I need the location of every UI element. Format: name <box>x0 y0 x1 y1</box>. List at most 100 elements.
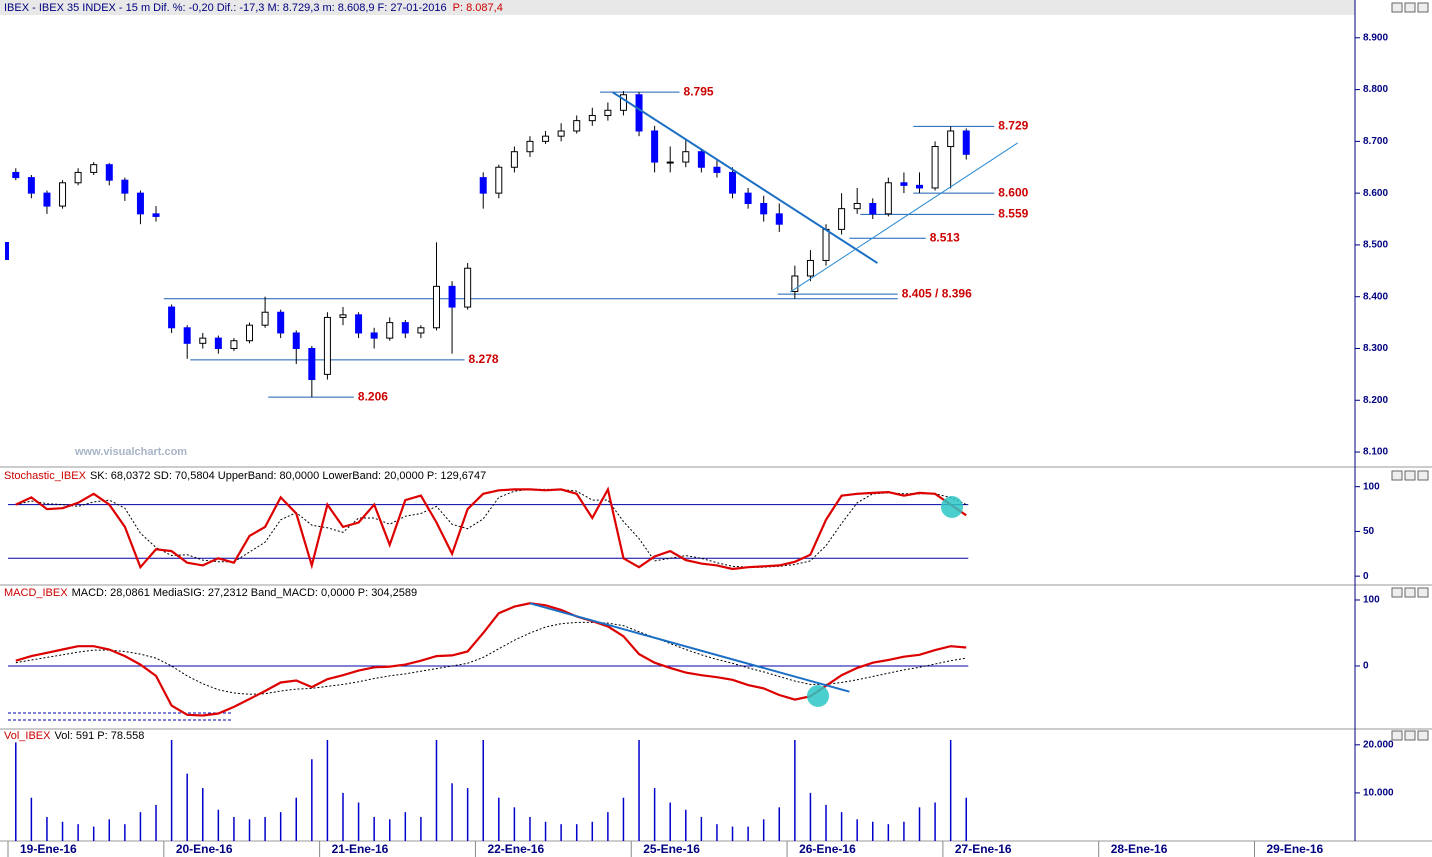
candle-body <box>713 166 721 173</box>
macd-name: MACD_IBEX <box>4 587 68 599</box>
candle-body <box>386 322 394 339</box>
candle-body <box>947 130 955 148</box>
y-tick-label: 8.600 <box>1363 188 1388 199</box>
y-tick-label: 20.000 <box>1363 739 1394 750</box>
button[interactable] <box>1391 587 1403 598</box>
candle-body <box>651 130 659 163</box>
header: IBEX - IBEX 35 INDEX - 15 m Dif. %: -0,2… <box>4 2 503 14</box>
candle-body <box>339 314 347 318</box>
x-tick-label: 25-Ene-16 <box>643 842 700 856</box>
button[interactable] <box>1404 587 1416 598</box>
button[interactable] <box>1417 2 1429 13</box>
candle-body <box>432 285 440 329</box>
candle-body <box>791 275 799 293</box>
level-label: 8.405 / 8.396 <box>902 286 972 300</box>
y-tick-label: 8.300 <box>1363 343 1388 354</box>
candle-body <box>619 94 627 111</box>
x-tick-label: 27-Ene-16 <box>955 842 1012 856</box>
trend-line <box>789 142 1018 293</box>
level-label: 8.559 <box>998 207 1028 221</box>
y-tick-label: 0 <box>1363 661 1369 672</box>
button[interactable] <box>1391 2 1403 13</box>
candle-body <box>775 213 783 225</box>
vol-header: Vol_IBEX Vol: 591 P: 78.558 <box>4 730 144 742</box>
candle-body <box>573 120 581 132</box>
header-bar <box>0 0 1355 15</box>
macd-info: MACD: 28,0861 MediaSIG: 27,2312 Band_MAC… <box>72 587 418 599</box>
candle-body <box>417 327 425 334</box>
candle-body <box>152 213 160 217</box>
candle-body <box>12 171 20 179</box>
candle-body <box>604 109 612 116</box>
x-tick-label: 29-Ene-16 <box>1267 842 1324 856</box>
vol-name: Vol_IBEX <box>4 730 51 742</box>
x-tick-label: 21-Ene-16 <box>332 842 389 856</box>
vol-info: Vol: 591 P: 78.558 <box>54 730 144 742</box>
level-label: 8.206 <box>358 389 388 403</box>
trend-line <box>612 91 878 264</box>
y-tick-label: 8.700 <box>1363 136 1388 147</box>
candle-body <box>869 202 877 215</box>
candle-body <box>884 182 892 215</box>
button[interactable] <box>1391 470 1403 481</box>
candle-body <box>214 337 222 349</box>
button[interactable] <box>1417 470 1429 481</box>
button[interactable] <box>1417 730 1429 741</box>
x-tick-label: 22-Ene-16 <box>487 842 544 856</box>
candle-body <box>199 337 207 344</box>
candle-body <box>168 306 176 329</box>
candle-body <box>401 322 409 334</box>
candle-body <box>246 324 254 342</box>
candle-body <box>697 151 705 168</box>
macd-header: MACD_IBEX MACD: 28,0861 MediaSIG: 27,2312… <box>4 587 417 599</box>
x-tick-label: 20-Ene-16 <box>176 842 233 856</box>
candle-body <box>292 332 300 349</box>
candle-body <box>588 114 596 122</box>
stoch-info: SK: 68,0372 SD: 70,5804 UpperBand: 80,00… <box>90 470 486 482</box>
highlight <box>807 685 829 707</box>
candle-body <box>136 192 144 215</box>
x-tick-label: 26-Ene-16 <box>799 842 856 856</box>
candle-body <box>448 285 456 308</box>
candle-body <box>666 161 674 164</box>
level-label: 8.729 <box>998 119 1028 133</box>
y-tick-label: 8.200 <box>1363 395 1388 406</box>
candle-body <box>510 151 518 168</box>
y-tick-label: 10.000 <box>1363 788 1394 799</box>
candle-body <box>277 311 285 334</box>
candle-body <box>43 192 51 207</box>
candle-body <box>744 192 752 204</box>
candle-body <box>355 314 363 334</box>
candle-body <box>838 208 846 230</box>
series-line <box>15 486 967 571</box>
button[interactable] <box>1391 730 1403 741</box>
level-label: 8.600 <box>998 185 1028 199</box>
candle-body <box>729 171 737 194</box>
y-tick-label: 8.500 <box>1363 240 1388 251</box>
button[interactable] <box>1404 470 1416 481</box>
candle-body <box>931 146 939 189</box>
window-buttons <box>1391 2 1429 741</box>
button[interactable] <box>1417 587 1429 598</box>
candle-body <box>230 340 238 349</box>
candle-body <box>183 327 191 344</box>
button[interactable] <box>1404 730 1416 741</box>
y-tick-label: 8.800 <box>1363 84 1388 95</box>
x-tick-label: 28-Ene-16 <box>1111 842 1168 856</box>
candle-body <box>74 171 82 184</box>
candle-body <box>370 332 378 339</box>
candle-body <box>121 179 129 194</box>
candle-body <box>962 130 970 155</box>
candle-body <box>479 177 487 194</box>
stoch-name: Stochastic_IBEX <box>4 470 87 482</box>
candle-body <box>806 259 814 277</box>
watermark: www.visualchart.com <box>74 446 187 458</box>
candle-body <box>635 94 643 132</box>
button[interactable] <box>1404 2 1416 13</box>
level-label: 8.278 <box>469 352 499 366</box>
x-tick-label: 19-Ene-16 <box>20 842 77 856</box>
candle-body <box>90 164 98 173</box>
candle-body <box>464 267 472 308</box>
